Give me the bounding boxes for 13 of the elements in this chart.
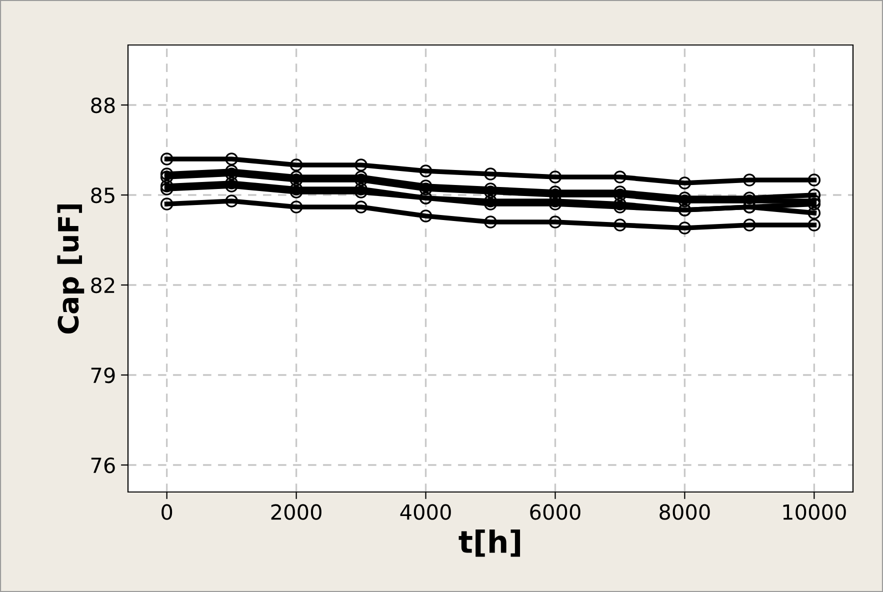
y-tick-label: 82 [91,277,114,294]
x-axis-title: t[h] [458,530,520,557]
y-tick-label: 76 [91,457,115,474]
x-tick-label: 0 [162,504,172,520]
x-tick-label: 6000 [530,504,580,520]
y-tick-label: 85 [91,187,114,204]
y-axis-title: Cap [uF] [57,204,84,334]
y-tick-label: 88 [91,97,115,114]
y-tick-label: 79 [91,367,115,384]
x-tick-label: 10000 [783,504,846,520]
x-tick-label: 8000 [660,504,710,520]
x-tick-label: 2000 [271,504,322,520]
x-tick-label: 4000 [400,504,451,520]
